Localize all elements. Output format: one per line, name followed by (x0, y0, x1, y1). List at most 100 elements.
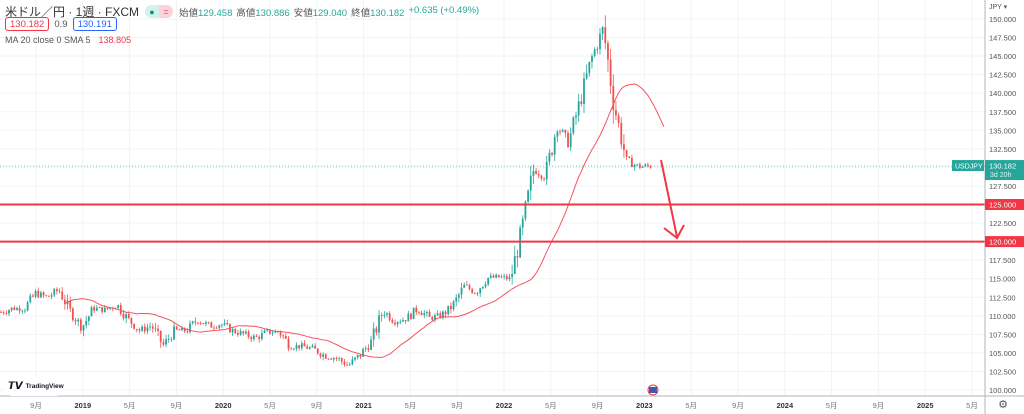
candle-body (356, 354, 359, 358)
candle-body (117, 305, 120, 308)
candle-body (103, 307, 106, 313)
candle-body (388, 313, 391, 321)
price-tick: 105.000 (989, 349, 1016, 358)
candle-body (260, 332, 263, 340)
last-price-badge (985, 160, 1024, 181)
candle-body (258, 336, 261, 340)
candle-body (439, 313, 442, 319)
time-label: 9月 (30, 401, 42, 410)
candle-body (524, 201, 527, 219)
candle-body (362, 349, 364, 357)
candle-body (444, 311, 447, 315)
candle-body (82, 325, 85, 331)
candle-body (282, 335, 285, 337)
price-tick: 122.500 (989, 219, 1016, 228)
sell-button[interactable]: 130.182 (5, 17, 50, 31)
candle-body (29, 295, 32, 303)
candle-body (370, 339, 372, 350)
candle-body (290, 348, 293, 350)
candle-body (556, 131, 559, 137)
candle-body (343, 361, 346, 365)
candle-body (87, 316, 90, 321)
candle-body (460, 287, 463, 295)
candle-body (197, 322, 199, 324)
candle-body (135, 328, 138, 330)
indicator-legend[interactable]: MA 20 close 0 SMA 5 138.805 (5, 35, 132, 45)
candle-body (649, 165, 652, 168)
candle-body (644, 164, 647, 167)
candle-body (263, 330, 266, 333)
candle-body (367, 348, 370, 350)
candle-body (391, 320, 394, 323)
price-tick: 145.000 (989, 52, 1016, 61)
candle-body (495, 274, 498, 278)
candle-body (252, 335, 255, 340)
arrow-line (660, 159, 678, 238)
candle-body (359, 354, 362, 357)
candle-body (527, 190, 529, 202)
candle-body (354, 357, 356, 360)
time-label: 9月 (311, 401, 323, 410)
candle-body (242, 331, 245, 334)
candle-body (410, 313, 412, 319)
candle-body (615, 109, 617, 116)
time-label: 5月 (405, 401, 417, 410)
time-label: 9月 (732, 401, 744, 410)
candle-body (516, 256, 519, 258)
candle-body (77, 319, 80, 322)
candle-body (114, 307, 117, 309)
candle-body (74, 320, 77, 322)
candle-body (189, 323, 191, 333)
candle-body (141, 326, 143, 331)
candle-body (346, 364, 348, 366)
market-open-icon: ● (145, 5, 159, 18)
candle-body (48, 295, 50, 297)
price-tick: 100.000 (989, 386, 1016, 395)
candle-body (434, 315, 436, 320)
candle-body (327, 358, 330, 360)
candle-body (194, 321, 197, 323)
candle-body (489, 275, 492, 278)
time-label: 2020 (215, 401, 232, 410)
candle-body (572, 117, 575, 134)
candle-body (58, 291, 61, 292)
level-badge (985, 199, 1024, 210)
candle-body (559, 131, 561, 133)
candle-body (449, 305, 452, 310)
candle-body (32, 295, 34, 297)
candle-body (561, 129, 564, 132)
candle-body (548, 152, 551, 162)
candle-body (631, 157, 633, 168)
candle-body (487, 277, 490, 285)
candle-body (69, 300, 72, 309)
time-label: 5月 (966, 401, 978, 410)
candle-body (500, 276, 503, 278)
price-tick: 142.500 (989, 71, 1016, 80)
candle-body (612, 85, 615, 110)
candle-body (471, 289, 474, 293)
candle-body (617, 115, 620, 123)
status-dots[interactable]: ● = (145, 5, 173, 18)
candle-body (418, 312, 420, 314)
price-tick: 102.500 (989, 367, 1016, 376)
buy-button[interactable]: 130.191 (72, 17, 117, 31)
candle-body (247, 331, 250, 337)
level-label: 120.000 (989, 238, 1016, 247)
level-badge (985, 236, 1024, 248)
candle-body (505, 276, 508, 280)
time-label: 5月 (545, 401, 557, 410)
candle-body (159, 330, 162, 343)
candle-body (420, 312, 423, 316)
candle-body (146, 327, 149, 332)
change: +0.635 (+0.49%) (408, 4, 480, 16)
candle-body (601, 27, 604, 34)
tradingview-logo[interactable]: 𝙏𝙑 TradingView (4, 376, 64, 396)
price-tick: 135.000 (989, 126, 1016, 135)
settings-gear-icon[interactable]: ⚙ (998, 399, 1008, 411)
candle-body (543, 178, 545, 180)
price-tick: 107.500 (989, 330, 1016, 339)
candle-body (567, 132, 569, 148)
candle-body (95, 307, 98, 311)
candle-body (553, 136, 556, 155)
